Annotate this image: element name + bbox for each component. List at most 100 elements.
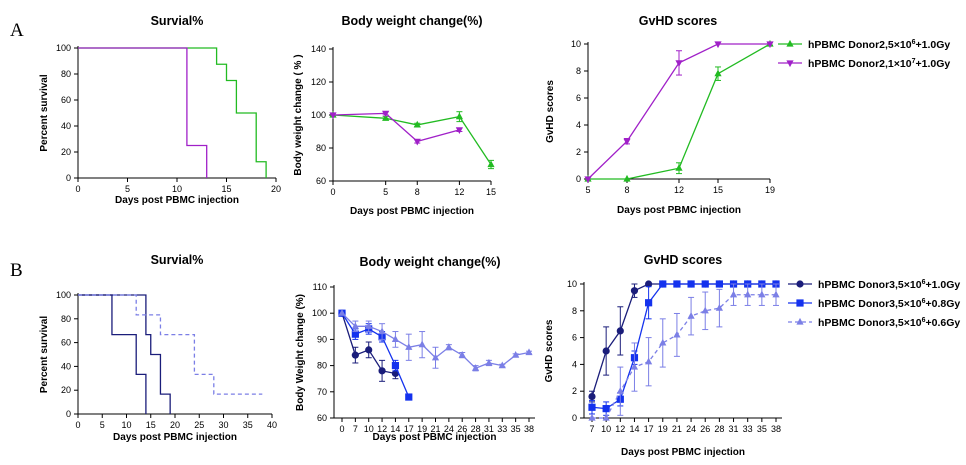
x-tick-label: 28 bbox=[714, 424, 724, 434]
series-line bbox=[332, 112, 460, 143]
legend-label: hPBMC Donor3,5×106+0.6Gy bbox=[818, 317, 960, 329]
panel-label-b: B bbox=[10, 260, 23, 281]
x-tick-label: 40 bbox=[267, 420, 277, 430]
series-line bbox=[78, 47, 267, 178]
x-tick-label: 5 bbox=[125, 184, 130, 194]
data-point bbox=[365, 322, 373, 329]
data-point bbox=[588, 403, 596, 411]
series-line bbox=[591, 283, 776, 397]
x-tick-label: 10 bbox=[172, 184, 182, 194]
x-tick-label: 20 bbox=[170, 420, 180, 430]
data-point bbox=[673, 280, 681, 288]
legend-marker bbox=[796, 299, 804, 307]
x-tick-label: 14 bbox=[629, 424, 639, 434]
y-axis-label: GvHD scores bbox=[544, 319, 555, 382]
data-point bbox=[487, 160, 495, 168]
chart-title: Body weight change(%) bbox=[360, 255, 501, 269]
series-1 bbox=[338, 309, 400, 382]
series-1 bbox=[329, 110, 495, 170]
data-point bbox=[729, 290, 738, 298]
series-2 bbox=[588, 280, 780, 416]
data-point bbox=[588, 413, 596, 421]
y-tick-label: 100 bbox=[56, 43, 71, 53]
series-3 bbox=[588, 283, 780, 421]
data-point bbox=[351, 322, 359, 329]
x-tick-label: 35 bbox=[511, 424, 521, 434]
data-point bbox=[512, 351, 520, 358]
series-line bbox=[332, 114, 492, 165]
y-tick-label: 80 bbox=[317, 361, 327, 371]
y-tick-label: 4 bbox=[572, 359, 577, 369]
data-point bbox=[675, 164, 683, 171]
series-2 bbox=[78, 47, 208, 178]
data-point bbox=[645, 299, 653, 307]
legend-marker bbox=[796, 317, 804, 325]
series-1 bbox=[588, 280, 780, 403]
series-line bbox=[78, 294, 263, 395]
chart-a1: Survial% Days post PBMC injection Percent … bbox=[39, 14, 281, 206]
x-tick-label: 24 bbox=[444, 424, 454, 434]
y-axis-label: GvHD scores bbox=[545, 80, 556, 143]
y-tick-label: 6 bbox=[572, 333, 577, 343]
y-tick-label: 20 bbox=[61, 385, 71, 395]
data-point bbox=[744, 290, 752, 298]
y-tick-label: 100 bbox=[312, 308, 327, 318]
series-2 bbox=[329, 110, 463, 146]
x-tick-label: 8 bbox=[624, 185, 629, 195]
x-tick-label: 38 bbox=[524, 424, 534, 434]
x-axis-label: Days post PBMC injection bbox=[350, 206, 474, 217]
data-point bbox=[602, 413, 610, 421]
chart-title: Survial% bbox=[151, 14, 204, 28]
panel-label-a: A bbox=[10, 20, 24, 41]
data-point bbox=[630, 287, 639, 295]
data-point bbox=[405, 393, 413, 401]
x-tick-label: 5 bbox=[383, 187, 388, 197]
y-tick-label: 40 bbox=[61, 121, 71, 131]
data-point bbox=[616, 387, 624, 394]
data-point bbox=[445, 343, 453, 350]
data-point bbox=[645, 357, 653, 365]
legend-label: hPBMC Donor3,5×106+1.0Gy bbox=[818, 279, 960, 291]
data-point bbox=[766, 41, 774, 49]
x-tick-label: 19 bbox=[765, 185, 775, 195]
data-point bbox=[623, 138, 631, 146]
series-line bbox=[78, 294, 171, 414]
x-tick-label: 38 bbox=[771, 424, 781, 434]
data-point bbox=[382, 110, 390, 118]
data-point bbox=[675, 60, 683, 67]
data-point bbox=[772, 290, 780, 298]
x-tick-label: 33 bbox=[743, 424, 753, 434]
series-1 bbox=[78, 47, 267, 178]
data-point bbox=[616, 327, 624, 335]
data-point bbox=[382, 114, 390, 121]
data-point bbox=[584, 176, 592, 184]
x-tick-label: 19 bbox=[658, 424, 668, 434]
x-tick-label: 7 bbox=[589, 424, 594, 434]
x-tick-label: 15 bbox=[486, 187, 496, 197]
x-tick-label: 21 bbox=[430, 424, 440, 434]
data-point bbox=[391, 362, 400, 370]
x-tick-label: 21 bbox=[672, 424, 682, 434]
y-tick-label: 2 bbox=[576, 147, 581, 157]
legend-label: hPBMC Donor2,5×106+1.0Gy bbox=[808, 39, 950, 51]
series-3 bbox=[78, 294, 263, 395]
data-point bbox=[405, 343, 413, 350]
x-tick-label: 0 bbox=[339, 424, 344, 434]
charts-group: Survial% Days post PBMC injection Percent … bbox=[39, 14, 960, 458]
x-tick-label: 8 bbox=[415, 187, 420, 197]
data-point bbox=[413, 120, 421, 128]
data-point bbox=[715, 280, 723, 288]
x-tick-label: 31 bbox=[484, 424, 494, 434]
data-point bbox=[758, 290, 766, 298]
y-tick-label: 10 bbox=[567, 279, 577, 289]
data-point bbox=[602, 405, 610, 413]
chart-title: GvHD scores bbox=[639, 14, 718, 28]
data-point bbox=[687, 312, 695, 319]
series-line bbox=[78, 47, 208, 178]
x-tick-label: 30 bbox=[218, 420, 228, 430]
x-axis-label: Days post PBMC injection bbox=[617, 205, 741, 216]
x-tick-label: 10 bbox=[601, 424, 611, 434]
x-tick-label: 31 bbox=[729, 424, 739, 434]
data-point bbox=[455, 112, 463, 120]
y-tick-label: 60 bbox=[317, 413, 327, 423]
